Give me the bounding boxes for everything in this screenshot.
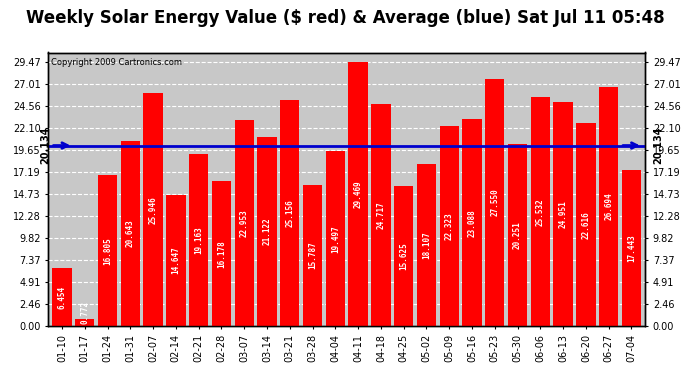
Text: 25.156: 25.156 <box>285 200 294 227</box>
Bar <box>75 320 95 326</box>
Bar <box>121 141 140 326</box>
Text: 24.951: 24.951 <box>559 200 568 228</box>
Text: 16.178: 16.178 <box>217 240 226 267</box>
Text: 22.616: 22.616 <box>582 211 591 238</box>
Bar <box>326 151 345 326</box>
Text: 26.694: 26.694 <box>604 193 613 220</box>
Text: 22.323: 22.323 <box>445 212 454 240</box>
Text: 15.625: 15.625 <box>400 242 408 270</box>
Bar <box>52 268 72 326</box>
Bar <box>440 126 459 326</box>
Bar <box>622 170 641 326</box>
Bar <box>508 144 527 326</box>
Text: 0.772: 0.772 <box>80 300 89 324</box>
Text: 19.163: 19.163 <box>194 226 203 254</box>
Bar <box>576 123 595 326</box>
Bar <box>485 79 504 326</box>
Bar <box>553 102 573 326</box>
Bar <box>212 181 231 326</box>
Text: 29.469: 29.469 <box>353 180 363 208</box>
Bar <box>98 176 117 326</box>
Text: Weekly Solar Energy Value ($ red) & Average (blue) Sat Jul 11 05:48: Weekly Solar Energy Value ($ red) & Aver… <box>26 9 664 27</box>
Bar <box>189 154 208 326</box>
Bar <box>371 104 391 326</box>
Bar <box>348 62 368 326</box>
Bar <box>417 164 436 326</box>
Text: 22.953: 22.953 <box>239 209 248 237</box>
Bar <box>531 97 550 326</box>
Text: 6.454: 6.454 <box>57 286 66 309</box>
Bar <box>144 93 163 326</box>
Text: 20.134: 20.134 <box>653 127 663 164</box>
Bar <box>599 87 618 326</box>
Text: 15.787: 15.787 <box>308 242 317 269</box>
Text: 27.550: 27.550 <box>491 189 500 216</box>
Text: 25.946: 25.946 <box>148 196 157 223</box>
Text: 16.805: 16.805 <box>103 237 112 265</box>
Text: 23.088: 23.088 <box>468 209 477 237</box>
Bar <box>462 119 482 326</box>
Text: 17.443: 17.443 <box>627 234 636 262</box>
Text: 20.134: 20.134 <box>40 127 50 164</box>
Bar <box>280 100 299 326</box>
Text: 24.717: 24.717 <box>377 201 386 229</box>
Bar <box>257 136 277 326</box>
Bar <box>303 184 322 326</box>
Text: 14.647: 14.647 <box>171 247 180 274</box>
Text: Copyright 2009 Cartronics.com: Copyright 2009 Cartronics.com <box>51 58 182 67</box>
Text: 25.532: 25.532 <box>536 198 545 225</box>
Bar <box>235 120 254 326</box>
Text: 18.107: 18.107 <box>422 231 431 259</box>
Bar <box>394 186 413 326</box>
Text: 19.497: 19.497 <box>331 225 340 253</box>
Text: 21.122: 21.122 <box>262 217 271 245</box>
Text: 20.643: 20.643 <box>126 220 135 248</box>
Bar <box>166 195 186 326</box>
Text: 20.251: 20.251 <box>513 222 522 249</box>
